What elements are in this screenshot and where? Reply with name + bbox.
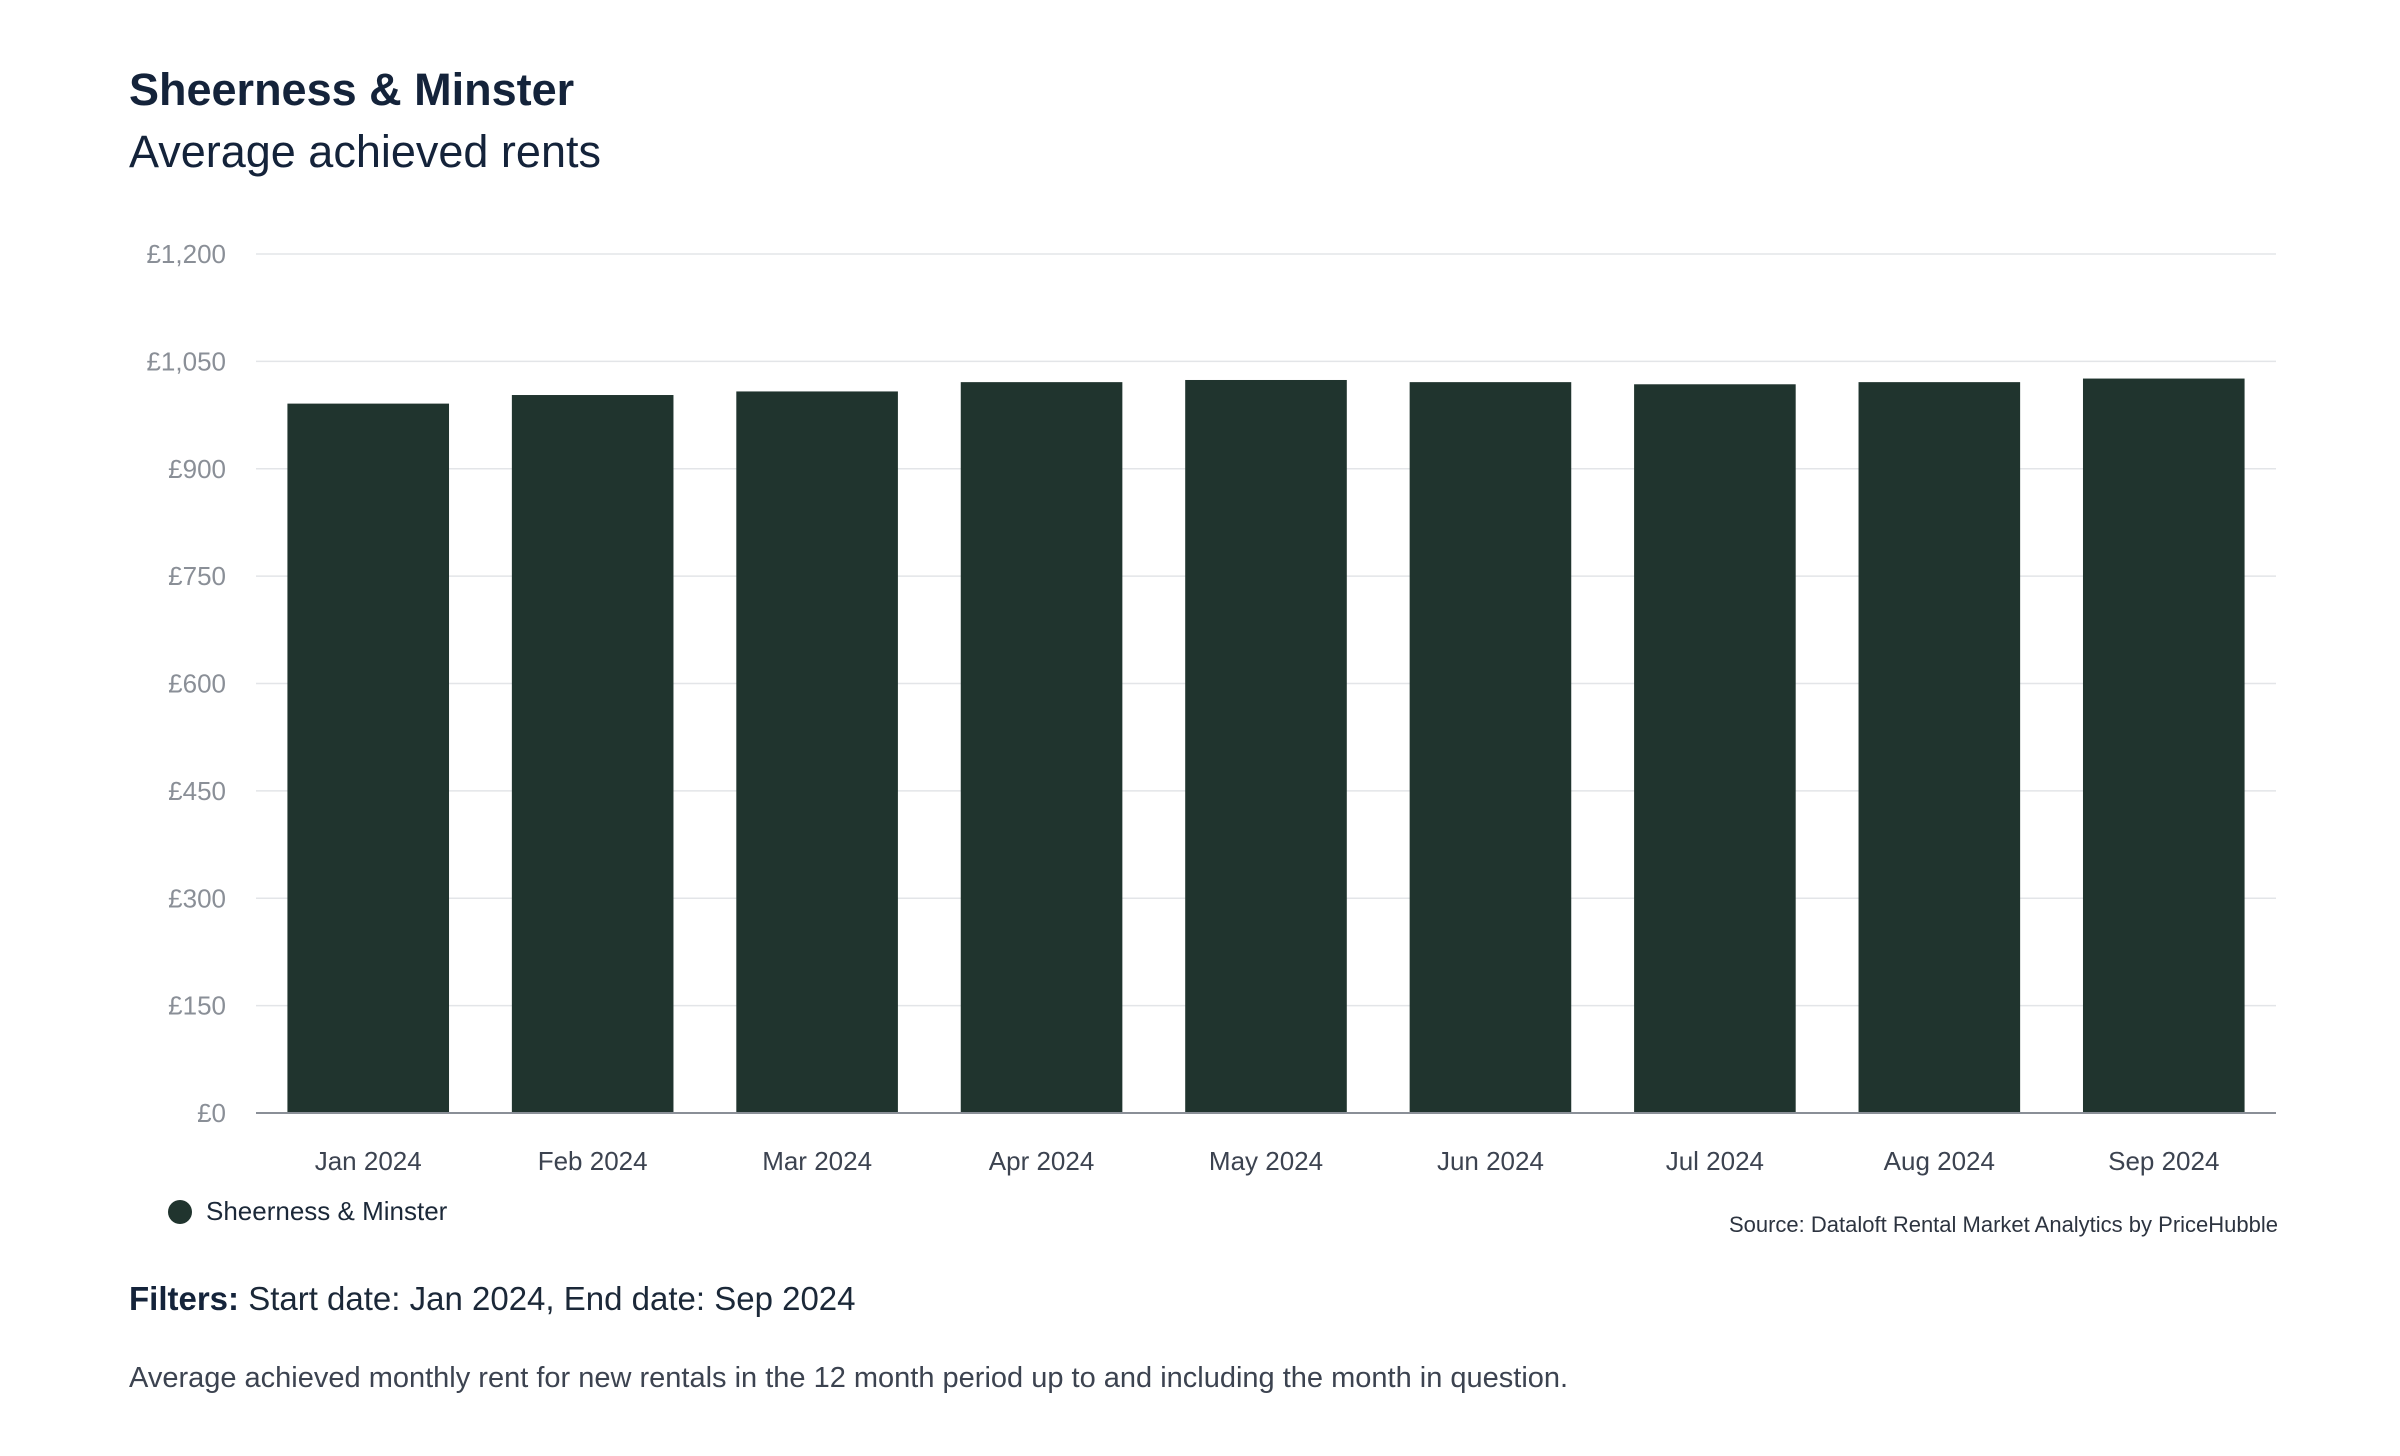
bar-feb-2024: [511, 395, 674, 1113]
x-tick-label: Jun 2024: [1437, 1146, 1544, 1176]
footnote: Average achieved monthly rent for new re…: [129, 1362, 1569, 1394]
x-tick-label: May 2024: [1209, 1146, 1323, 1176]
bars: [287, 378, 2245, 1114]
bar-apr-2024: [960, 382, 1123, 1113]
y-tick-label: £600: [168, 669, 226, 699]
x-tick-label: Sep 2024: [2108, 1146, 2219, 1176]
bar-jan-2024: [287, 403, 450, 1114]
bar-chart: £0 £150 £300 £450 £600 £750 £900 £1,050 £1,200 J…: [146, 239, 2276, 1176]
chart-title: Sheerness & Minster: [129, 64, 575, 115]
y-tick-label: £900: [168, 454, 226, 484]
bar-jun-2024: [1409, 382, 1572, 1113]
y-tick-label: £450: [168, 776, 226, 806]
y-tick-label: £1,200: [146, 239, 226, 269]
x-tick-label: Apr 2024: [989, 1146, 1095, 1176]
bar-aug-2024: [1858, 382, 2021, 1113]
y-axis-labels: £0 £150 £300 £450 £600 £750 £900 £1,050 £1,200: [146, 239, 226, 1128]
y-tick-label: £150: [168, 991, 226, 1021]
y-tick-label: £300: [168, 883, 226, 913]
x-tick-label: Mar 2024: [762, 1146, 872, 1176]
x-tick-label: Jul 2024: [1666, 1146, 1764, 1176]
y-tick-label: £0: [197, 1098, 226, 1128]
chart-subtitle: Average achieved rents: [129, 126, 601, 177]
bar-mar-2024: [736, 391, 898, 1113]
bar-may-2024: [1185, 379, 1347, 1113]
legend-swatch: [168, 1199, 192, 1224]
x-tick-label: Aug 2024: [1884, 1146, 1995, 1176]
filters-text: Start date: Jan 2024, End date: Sep 2024: [248, 1280, 856, 1317]
y-tick-label: £750: [168, 561, 226, 591]
filters-label: Filters:: [129, 1280, 240, 1317]
filters-line: Filters: Start date: Jan 2024, End date:…: [129, 1280, 856, 1318]
y-tick-label: £1,050: [146, 346, 226, 376]
x-tick-label: Feb 2024: [538, 1146, 648, 1176]
source-note: Source: Dataloft Rental Market Analytics…: [1728, 1212, 2278, 1237]
x-axis-labels: Jan 2024 Feb 2024 Mar 2024 Apr 2024 May 2024…: [315, 1146, 2220, 1176]
legend-label: Sheerness & Minster: [206, 1196, 448, 1226]
x-tick-label: Jan 2024: [315, 1146, 422, 1176]
legend: Sheerness & Minster: [168, 1196, 447, 1227]
bar-jul-2024: [1634, 384, 1796, 1113]
bar-sep-2024: [2082, 378, 2245, 1113]
